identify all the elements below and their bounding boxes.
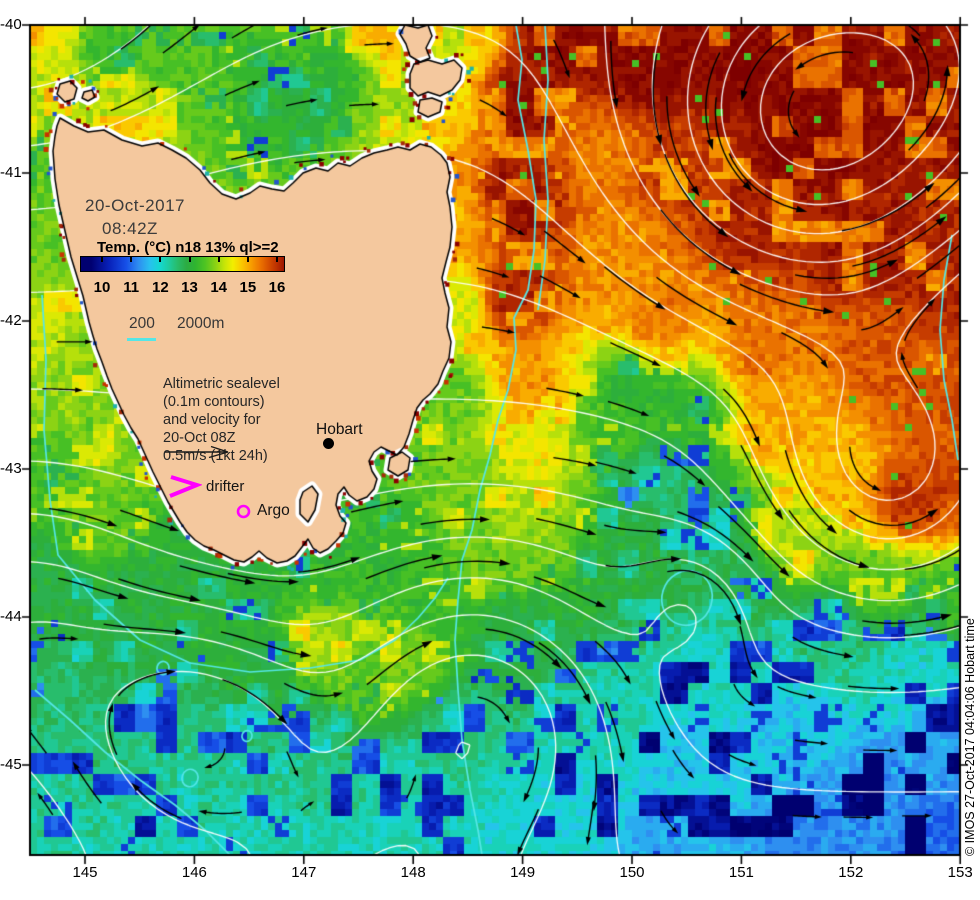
altimetry-annotation-line: (0.1m contours): [163, 394, 265, 410]
colorbar-tick-label: 12: [151, 279, 169, 296]
altimetry-annotation-line: 20-Oct 08Z: [163, 430, 236, 446]
bathy-200m-contour-sample: [127, 338, 156, 341]
latitude-tick-label: -40: [0, 16, 22, 33]
velocity-scale-arrow: [165, 445, 229, 459]
longitude-tick-label: 150: [619, 864, 645, 881]
argo-label: Argo: [257, 502, 290, 519]
drifter-symbol: [169, 475, 202, 498]
altimetry-annotation-line: and velocity for: [163, 412, 261, 428]
colorbar-tick: [217, 257, 220, 262]
longitude-tick-label: 146: [181, 864, 207, 881]
latitude-tick-label: -42: [0, 312, 22, 329]
colorbar-tick-label: 10: [93, 279, 111, 296]
imos-credit: © IMOS 27-Oct-2017 04:04:06 Hobart time: [963, 618, 977, 856]
colorbar-tick: [101, 257, 103, 262]
latitude-tick-label: -43: [0, 460, 22, 477]
city-marker-hobart: [323, 438, 334, 449]
argo-float-symbol: [236, 504, 251, 519]
latitude-tick-label: -41: [0, 164, 22, 181]
colorbar-tick: [130, 257, 133, 262]
temperature-colorbar: [80, 256, 285, 272]
colorbar-tick: [276, 257, 279, 262]
longitude-tick-label: 153: [947, 864, 973, 881]
city-label-hobart: Hobart: [316, 421, 363, 438]
bathy-2000m-label: 2000m: [177, 315, 225, 332]
drifter-label: drifter: [206, 478, 245, 495]
colorbar-tick-label: 11: [123, 279, 140, 296]
colorbar-tick: [188, 257, 191, 262]
longitude-tick-label: 148: [400, 864, 426, 881]
altimetry-annotation-line: Altimetric sealevel: [163, 376, 280, 392]
colorbar-tick-label: 14: [210, 279, 228, 296]
observation-date: 20-Oct-2017: [85, 196, 185, 215]
latitude-tick-label: -45: [0, 756, 22, 773]
colorbar-tick: [246, 257, 249, 262]
colorbar-tick-label: 16: [268, 279, 286, 296]
colorbar-tick: [159, 257, 162, 262]
longitude-tick-label: 152: [838, 864, 864, 881]
colorbar-title: Temp. (°C) n18 13% ql>=2: [97, 239, 279, 256]
latitude-tick-label: -44: [0, 608, 22, 625]
observation-time: 08:42Z: [102, 219, 158, 238]
colorbar-tick-label: 13: [181, 279, 198, 296]
longitude-tick-label: 151: [728, 864, 754, 881]
longitude-tick-label: 145: [72, 864, 98, 881]
longitude-tick-label: 147: [291, 864, 317, 881]
bathy-200m-label: 200: [129, 315, 155, 332]
longitude-tick-label: 149: [510, 864, 536, 881]
colorbar-tick-label: 15: [239, 279, 257, 296]
